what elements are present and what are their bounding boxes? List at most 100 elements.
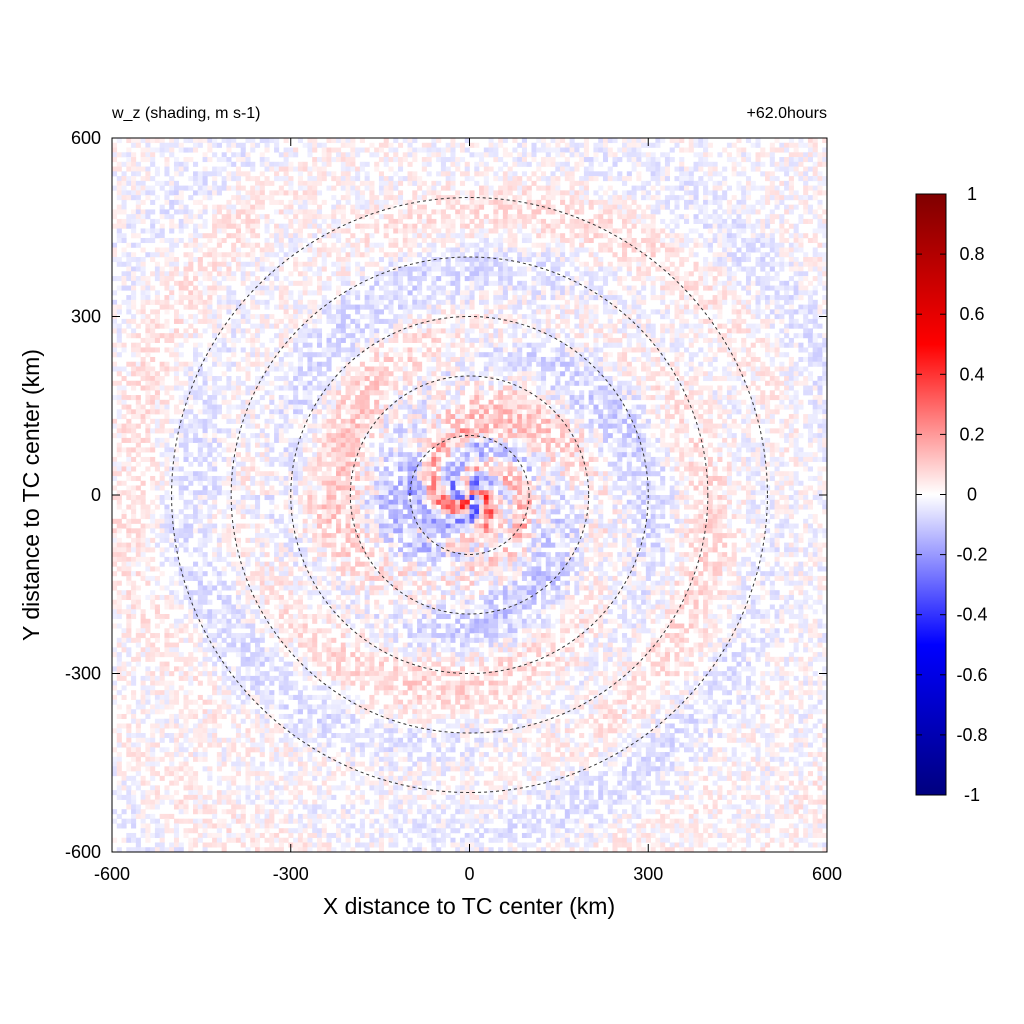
field-cell [445,352,451,358]
field-cell [617,380,623,386]
field-cell [297,290,303,296]
field-cell [307,199,313,205]
field-cell [231,257,237,263]
field-cell [541,176,547,182]
field-cell [555,361,561,367]
field-cell [798,152,804,158]
field-cell [545,228,551,234]
field-cell [488,228,494,234]
field-cell [378,352,384,358]
field-cell [440,309,446,315]
field-cell [750,223,756,229]
field-cell [121,218,127,224]
field-cell [378,266,384,272]
field-cell [436,152,442,158]
field-cell [803,204,809,210]
field-cell [641,138,647,144]
field-cell [784,342,790,348]
field-cell [765,285,771,291]
field-cell [693,309,699,315]
field-cell [626,318,632,324]
field-cell [140,176,146,182]
field-cell [288,290,294,296]
field-cell [355,147,361,153]
field-cell [798,371,804,377]
field-cell [259,266,265,272]
field-cell [598,333,604,339]
field-cell [316,276,323,282]
field-cell [173,376,180,382]
field-cell [583,380,589,386]
field-cell [150,309,156,315]
field-cell [717,214,723,220]
field-cell [607,218,613,224]
field-cell [498,190,504,196]
field-cell [707,323,713,329]
field-cell [684,190,690,196]
field-cell [593,261,599,267]
field-cell [641,323,647,329]
field-cell [121,233,127,239]
field-cell [178,290,184,296]
field-cell [169,138,175,144]
field-cell [765,314,771,320]
field-cell [660,185,666,191]
field-cell [336,337,342,343]
field-cell [178,195,184,201]
field-cell [507,228,513,234]
field-cell [784,376,790,382]
field-cell [140,309,146,315]
field-cell [355,209,361,215]
field-cell [131,138,137,144]
field-cell [631,166,637,172]
field-cell [598,328,604,334]
field-cell [488,166,494,172]
field-cell [550,304,556,310]
field-cell [631,376,637,382]
field-cell [822,271,827,277]
field-cell [121,299,127,305]
field-cell [140,280,146,286]
field-cell [173,271,180,277]
field-cell [636,218,642,224]
field-cell [602,366,609,372]
field-cell [436,190,442,196]
field-cell [526,376,532,382]
field-cell [169,328,175,334]
field-cell [121,237,127,244]
field-cell [517,195,523,201]
field-cell [541,371,547,377]
field-cell [817,171,823,177]
field-cell [297,380,303,386]
field-cell [216,237,222,244]
field-cell [488,309,494,315]
field-cell [769,180,775,186]
field-cell [340,247,346,253]
field-cell [536,138,542,144]
field-cell [774,342,780,348]
field-cell [436,347,442,353]
field-cell [803,333,809,339]
field-cell [688,352,694,358]
field-cell [650,328,656,334]
field-cell [479,280,485,286]
field-cell [388,271,394,277]
field-cell [288,176,294,182]
field-cell [307,304,313,310]
field-cell [164,318,170,324]
field-cell [717,342,723,348]
field-cell [498,342,504,348]
field-cell [588,252,594,258]
field-cell [526,299,532,305]
field-cell [197,209,203,215]
field-cell [293,333,299,339]
field-cell [450,218,456,224]
field-cell [369,180,375,186]
field-cell [340,214,346,220]
field-cell [173,223,180,229]
field-cell [112,209,118,215]
field-cell [283,299,289,305]
field-cell [398,247,404,253]
field-cell [231,276,237,282]
field-cell [674,314,680,320]
